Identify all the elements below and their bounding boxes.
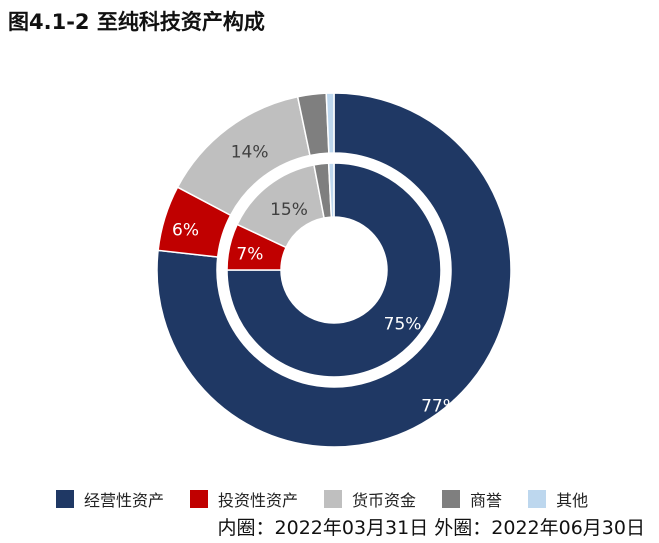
legend-swatch-3 bbox=[442, 490, 461, 508]
inner-slice-label-0: 75% bbox=[384, 315, 422, 335]
legend-label-0: 经营性资产 bbox=[84, 491, 165, 510]
legend-item-4: 其他 bbox=[528, 487, 588, 511]
outer-slice-0 bbox=[156, 92, 512, 448]
legend-swatch-2 bbox=[324, 490, 343, 508]
legend-label-1: 投资性资产 bbox=[218, 491, 299, 510]
legend-swatch-1 bbox=[190, 490, 209, 508]
chart-legend: 经营性资产 投资性资产 货币资金 商誉 其他 bbox=[56, 487, 659, 511]
chart-caption: 内圈：2022年03月31日 外圈：2022年06月30日 bbox=[217, 517, 645, 539]
legend-item-2: 货币资金 bbox=[324, 487, 416, 511]
outer-slice-label-2: 14% bbox=[231, 143, 269, 163]
legend-item-1: 投资性资产 bbox=[190, 487, 298, 511]
legend-label-2: 货币资金 bbox=[352, 491, 417, 510]
legend-swatch-0 bbox=[56, 490, 74, 508]
inner-slice-4 bbox=[327, 162, 335, 218]
legend-item-3: 商誉 bbox=[442, 487, 502, 511]
outer-slice-label-0: 77% bbox=[421, 397, 459, 417]
chart-title: 图4.1-2 至纯科技资产构成 bbox=[8, 10, 265, 34]
legend-label-4: 其他 bbox=[556, 491, 589, 510]
legend-item-0: 经营性资产 bbox=[56, 487, 164, 511]
outer-slice-4 bbox=[325, 92, 335, 154]
inner-slice-label-2: 15% bbox=[270, 200, 308, 220]
inner-slice-0 bbox=[226, 162, 442, 378]
legend-swatch-4 bbox=[528, 490, 547, 508]
legend-label-3: 商誉 bbox=[470, 491, 503, 510]
inner-slice-label-1: 7% bbox=[236, 245, 263, 265]
outer-slice-label-1: 6% bbox=[172, 221, 199, 241]
